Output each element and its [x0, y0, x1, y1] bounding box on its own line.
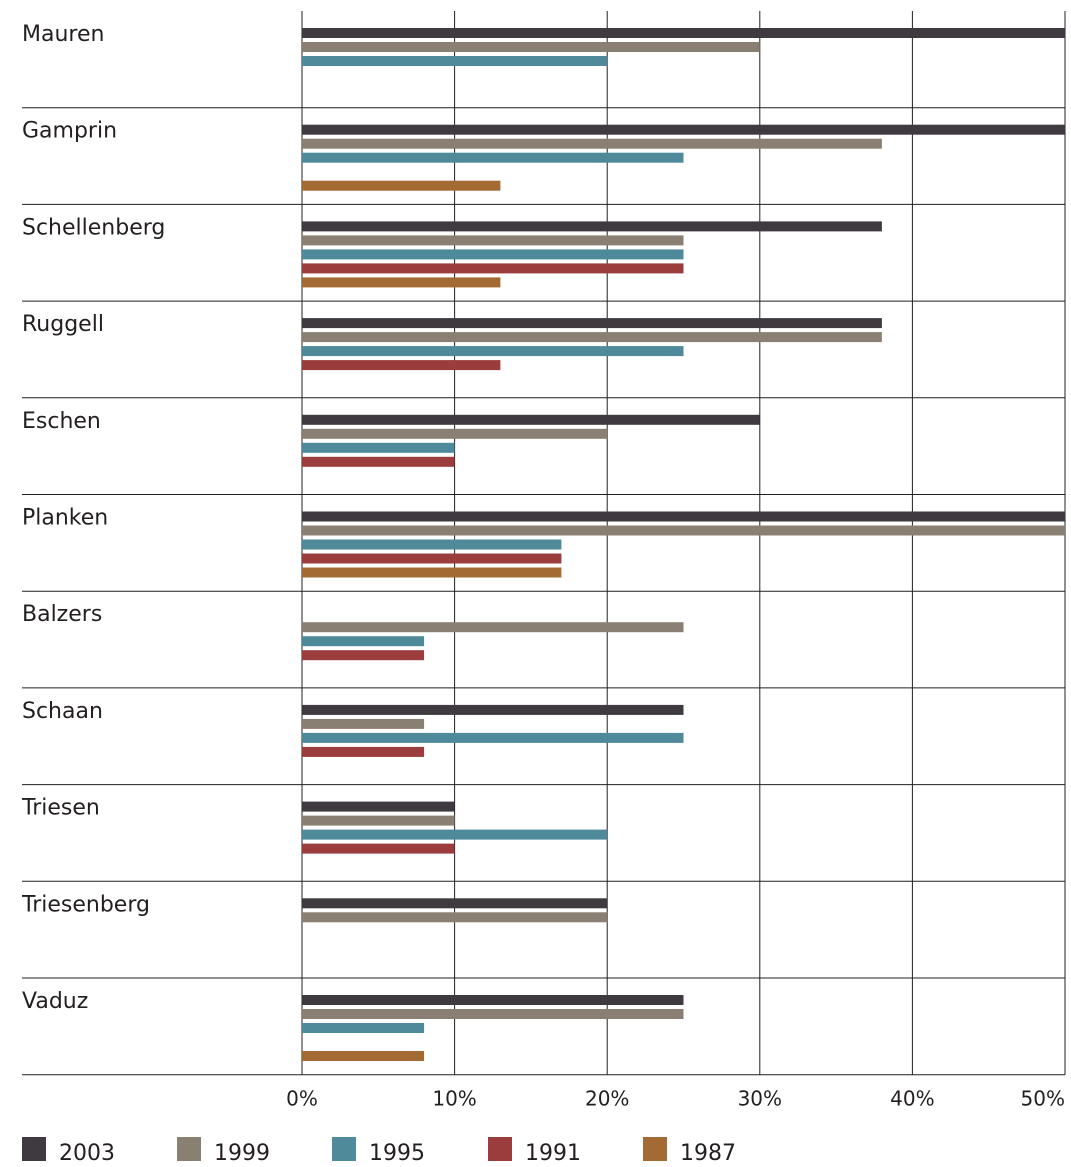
bar	[302, 704, 684, 715]
bar	[302, 539, 562, 550]
bar	[302, 567, 562, 578]
bar	[302, 28, 1065, 38]
bar	[302, 152, 684, 163]
bar	[302, 56, 608, 66]
bar	[302, 912, 608, 923]
bar	[302, 428, 608, 439]
bar	[302, 622, 684, 633]
bar	[302, 843, 455, 854]
bar	[302, 1051, 425, 1061]
bar	[302, 553, 562, 564]
legend: 2003 1999 1995 1991 1987	[22, 1137, 736, 1166]
bar	[302, 898, 608, 909]
category-label: Triesen	[21, 796, 100, 821]
bar	[302, 1023, 425, 1033]
bar	[302, 525, 1065, 536]
bar	[302, 746, 425, 757]
x-axis-ticks: 0% 10% 20% 30% 40% 50%	[286, 1087, 1065, 1111]
legend-swatch	[643, 1137, 667, 1161]
bar	[302, 829, 608, 840]
bar	[302, 650, 425, 661]
legend-swatch	[488, 1137, 512, 1161]
legend-swatch	[22, 1137, 46, 1161]
x-tick-label: 20%	[585, 1087, 629, 1111]
legend-label: 1995	[369, 1141, 425, 1166]
bar	[302, 1009, 684, 1019]
x-tick-label: 40%	[890, 1087, 934, 1111]
bar	[302, 456, 455, 467]
legend-swatch	[177, 1137, 201, 1161]
category-labels: Mauren Gamprin Schellenberg Ruggell Eschen Pl…	[21, 22, 165, 1014]
category-label: Gamprin	[22, 119, 117, 144]
bar	[302, 511, 1065, 522]
category-label: Ruggell	[22, 312, 104, 337]
legend-label: 1991	[525, 1141, 581, 1166]
legend-label: 1999	[214, 1141, 270, 1166]
bar	[302, 332, 882, 343]
bar	[302, 414, 760, 425]
category-label: Triesenberg	[21, 892, 150, 917]
bar	[302, 263, 684, 274]
x-tick-label: 10%	[432, 1087, 476, 1111]
bar	[302, 346, 684, 357]
bar	[302, 732, 684, 743]
bar	[302, 442, 455, 453]
legend-label: 2003	[59, 1141, 115, 1166]
bar	[302, 42, 760, 52]
bar	[302, 636, 425, 647]
bar	[302, 360, 501, 371]
bar	[302, 180, 501, 191]
category-label: Mauren	[22, 22, 104, 47]
bar	[302, 124, 1065, 135]
bar	[302, 138, 882, 149]
legend-swatch	[332, 1137, 356, 1161]
x-tick-label: 50%	[1021, 1087, 1065, 1111]
category-label: Vaduz	[22, 989, 88, 1014]
bar	[302, 801, 455, 812]
category-label: Planken	[22, 506, 108, 531]
category-label: Schellenberg	[22, 215, 165, 240]
bar	[302, 235, 684, 246]
bar	[302, 815, 455, 826]
bar	[302, 718, 425, 729]
bars	[302, 28, 1065, 1061]
x-tick-label: 0%	[286, 1087, 318, 1111]
bar	[302, 318, 882, 329]
bar	[302, 277, 501, 288]
legend-label: 1987	[680, 1141, 736, 1166]
category-label: Schaan	[22, 699, 103, 724]
x-tick-label: 30%	[738, 1087, 782, 1111]
category-label: Balzers	[22, 602, 102, 627]
bar	[302, 249, 684, 260]
bar	[302, 221, 882, 232]
bar	[302, 995, 684, 1005]
category-label: Eschen	[22, 409, 101, 434]
